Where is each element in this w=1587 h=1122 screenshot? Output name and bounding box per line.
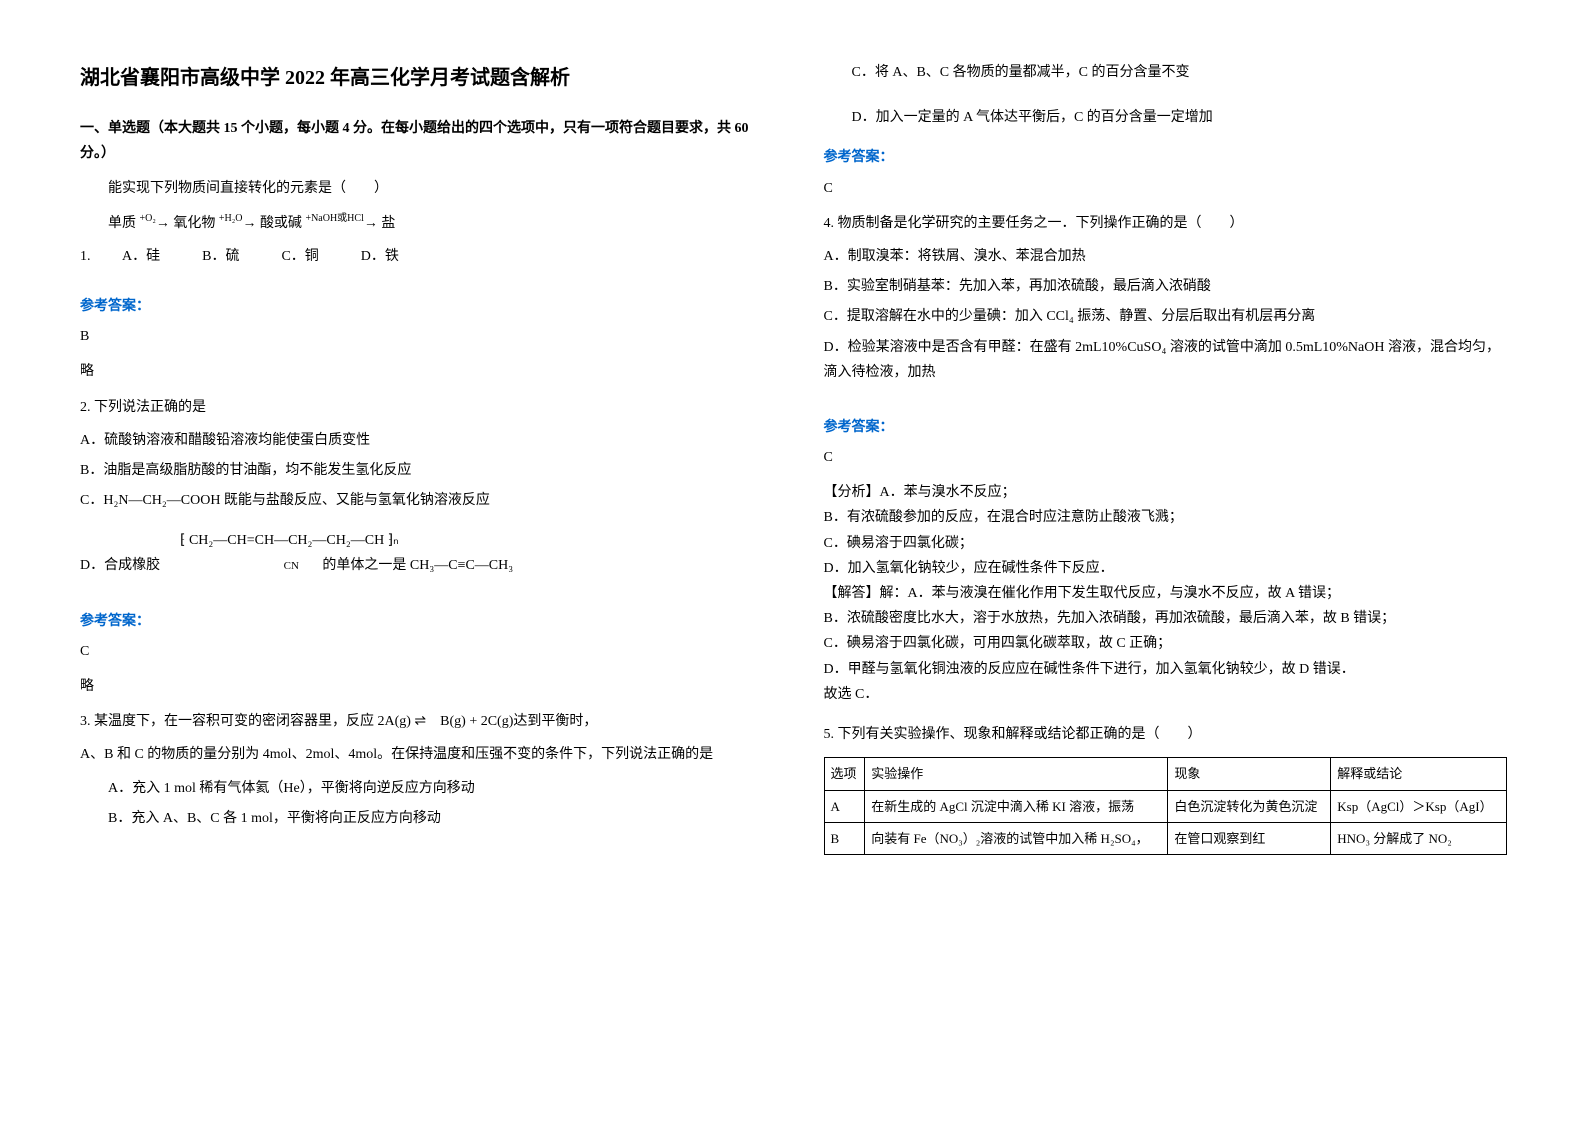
cell: Ksp（AgCl）＞Ksp（AgI） bbox=[1331, 790, 1507, 822]
q2-optD-suffix: 的单体之一是 bbox=[302, 558, 406, 573]
reaction-cond: +H₂O bbox=[219, 213, 243, 224]
q4-solve: 【解答】解：A．苯与液溴在催化作用下发生取代反应，与溴水不反应，故 A 错误； bbox=[824, 581, 1508, 606]
q4-optC: C．提取溶解在水中的少量碘：加入 CCl₄ 振荡、静置、分层后取出有机层再分离 bbox=[824, 304, 1508, 329]
reaction-cond: +O₂ bbox=[140, 213, 156, 224]
solve-label: 【解答】解： bbox=[824, 586, 908, 601]
reaction-cond: +NaOH或HCl bbox=[305, 213, 363, 224]
q3-optB: B．充入 A、B、C 各 1 mol，平衡将向正反应方向移动 bbox=[80, 806, 764, 831]
q4-ana-c: C．碘易溶于四氯化碳； bbox=[824, 531, 1508, 556]
question-2: 2. 下列说法正确的是 A．硫酸钠溶液和醋酸铅溶液均能使蛋白质变性 B．油脂是高… bbox=[80, 395, 764, 584]
th-concl: 解释或结论 bbox=[1331, 758, 1507, 790]
reaction-text: 酸或碱 bbox=[260, 216, 302, 231]
q4-optD: D．检验某溶液中是否含有甲醛：在盛有 2mL10%CuSO₄ 溶液的试管中滴加 … bbox=[824, 335, 1508, 385]
q2-cn: CN bbox=[164, 560, 299, 572]
cell: HNO₃ 分解成了 NO₂ bbox=[1331, 822, 1507, 854]
q4-optA: A．制取溴苯：将铁屑、溴水、苯混合加热 bbox=[824, 244, 1508, 269]
q2-num: 2. 下列说法正确的是 bbox=[80, 395, 764, 420]
cell: A bbox=[824, 790, 865, 822]
q4-ana-a: A．苯与溴水不反应； bbox=[880, 485, 1016, 500]
question-4: 4. 物质制备是化学研究的主要任务之一．下列操作正确的是（ ） A．制取溴苯：将… bbox=[824, 211, 1508, 390]
page-title: 湖北省襄阳市高级中学 2022 年高三化学月考试题含解析 bbox=[80, 60, 764, 96]
table-row: A 在新生成的 AgCl 沉淀中滴入稀 KI 溶液，振荡 白色沉淀转化为黄色沉淀… bbox=[824, 790, 1507, 822]
q5-table: 选项 实验操作 现象 解释或结论 A 在新生成的 AgCl 沉淀中滴入稀 KI … bbox=[824, 757, 1508, 855]
q1-num: 1. bbox=[80, 249, 91, 264]
q2-note: 略 bbox=[80, 674, 764, 699]
q1-intro: 能实现下列物质间直接转化的元素是（ ） bbox=[108, 176, 764, 201]
q4-sol-a: A．苯与液溴在催化作用下发生取代反应，与溴水不反应，故 A 错误； bbox=[908, 586, 1340, 601]
q3-line2: A、B 和 C 的物质的量分别为 4mol、2mol、4mol。在保持温度和压强… bbox=[80, 742, 764, 767]
q2-answer: C bbox=[80, 639, 764, 664]
q4-num: 4. 物质制备是化学研究的主要任务之一．下列操作正确的是（ ） bbox=[824, 211, 1508, 236]
answer-label: 参考答案： bbox=[824, 145, 1508, 170]
cell: 白色沉淀转化为黄色沉淀 bbox=[1168, 790, 1331, 822]
right-column: C．将 A、B、C 各物质的量都减半，C 的百分含量不变 D．加入一定量的 A … bbox=[824, 60, 1508, 1062]
th-phenom: 现象 bbox=[1168, 758, 1331, 790]
q1-reaction: 单质 +O₂→ 氧化物 +H₂O→ 酸或碱 +NaOH或HCl→ 盐 bbox=[108, 210, 764, 236]
th-op: 实验操作 bbox=[865, 758, 1168, 790]
answer-label: 参考答案： bbox=[80, 294, 764, 319]
q2-optB: B．油脂是高级脂肪酸的甘油酯，均不能发生氢化反应 bbox=[80, 458, 764, 483]
answer-label: 参考答案： bbox=[80, 609, 764, 634]
table-header-row: 选项 实验操作 现象 解释或结论 bbox=[824, 758, 1507, 790]
th-opt: 选项 bbox=[824, 758, 865, 790]
reaction-text: 单质 bbox=[108, 216, 136, 231]
left-column: 湖北省襄阳市高级中学 2022 年高三化学月考试题含解析 一、单选题（本大题共 … bbox=[80, 60, 764, 1062]
q4-conclusion: 故选 C． bbox=[824, 682, 1508, 707]
q4-ana-b: B．有浓硫酸参加的反应，在混合时应注意防止酸液飞溅； bbox=[824, 505, 1508, 530]
cell: 向装有 Fe（NO₃）₂溶液的试管中加入稀 H₂SO₄， bbox=[865, 822, 1168, 854]
q1-answer: B bbox=[80, 324, 764, 349]
q2-optC: C．H₂N—CH₂—COOH 既能与盐酸反应、又能与氢氧化钠溶液反应 bbox=[80, 488, 764, 513]
q5-num: 5. 下列有关实验操作、现象和解释或结论都正确的是（ ） bbox=[824, 722, 1508, 747]
cell: 在管口观察到红 bbox=[1168, 822, 1331, 854]
q2-optD-prefix: D．合成橡胶 bbox=[80, 558, 160, 573]
cell: 在新生成的 AgCl 沉淀中滴入稀 KI 溶液，振荡 bbox=[865, 790, 1168, 822]
question-1: 能实现下列物质间直接转化的元素是（ ） 单质 +O₂→ 氧化物 +H₂O→ 酸或… bbox=[80, 176, 764, 269]
q1-options: A．硅 B．硫 C．铜 D．铁 bbox=[94, 249, 399, 264]
q1-note: 略 bbox=[80, 359, 764, 384]
analysis-label: 【分析】 bbox=[824, 485, 880, 500]
q3-optD: D．加入一定量的 A 气体达平衡后，C 的百分含量一定增加 bbox=[824, 105, 1508, 130]
q4-sol-b: B．浓硫酸密度比水大，溶于水放热，先加入浓硝酸，再加浓硫酸，最后滴入苯，故 B … bbox=[824, 606, 1508, 631]
question-3: 3. 某温度下，在一容积可变的密闭容器里，反应 2A(g) ⇌ B(g) + 2… bbox=[80, 709, 764, 836]
q4-analysis: 【分析】A．苯与溴水不反应； bbox=[824, 480, 1508, 505]
reaction-text: 氧化物 bbox=[173, 216, 215, 231]
q3-answer: C bbox=[824, 176, 1508, 201]
section-header: 一、单选题（本大题共 15 个小题，每小题 4 分。在每小题给出的四个选项中，只… bbox=[80, 116, 764, 166]
q4-answer: C bbox=[824, 445, 1508, 470]
q2-formula: ⁅ CH₂—CH=CH—CH₂—CH₂—CH ⁆ₙ bbox=[80, 528, 764, 553]
answer-label: 参考答案： bbox=[824, 415, 1508, 440]
table-row: B 向装有 Fe（NO₃）₂溶液的试管中加入稀 H₂SO₄， 在管口观察到红 H… bbox=[824, 822, 1507, 854]
q2-optA: A．硫酸钠溶液和醋酸铅溶液均能使蛋白质变性 bbox=[80, 428, 764, 453]
q2-optD: ⁅ CH₂—CH=CH—CH₂—CH₂—CH ⁆ₙ D．合成橡胶 CN 的单体之… bbox=[80, 528, 764, 578]
question-5: 5. 下列有关实验操作、现象和解释或结论都正确的是（ ） 选项 实验操作 现象 … bbox=[824, 722, 1508, 855]
q4-sol-d: D．甲醛与氢氧化铜浊液的反应应在碱性条件下进行，加入氢氧化钠较少，故 D 错误． bbox=[824, 657, 1508, 682]
q2-optD-suffix2: CH₃—C≡C—CH₃ bbox=[410, 558, 513, 573]
q1-num-opts: 1. A．硅 B．硫 C．铜 D．铁 bbox=[80, 244, 764, 269]
q4-optB: B．实验室制硝基苯：先加入苯，再加浓硫酸，最后滴入浓硝酸 bbox=[824, 274, 1508, 299]
cell: B bbox=[824, 822, 865, 854]
q3-optA: A．充入 1 mol 稀有气体氦（He），平衡将向逆反应方向移动 bbox=[80, 776, 764, 801]
q4-ana-d: D．加入氢氧化钠较少，应在碱性条件下反应． bbox=[824, 556, 1508, 581]
q3-optC: C．将 A、B、C 各物质的量都减半，C 的百分含量不变 bbox=[824, 60, 1508, 85]
reaction-text: 盐 bbox=[381, 216, 395, 231]
q3-line1: 3. 某温度下，在一容积可变的密闭容器里，反应 2A(g) ⇌ B(g) + 2… bbox=[80, 709, 764, 734]
q4-sol-c: C．碘易溶于四氯化碳，可用四氯化碳萃取，故 C 正确； bbox=[824, 631, 1508, 656]
